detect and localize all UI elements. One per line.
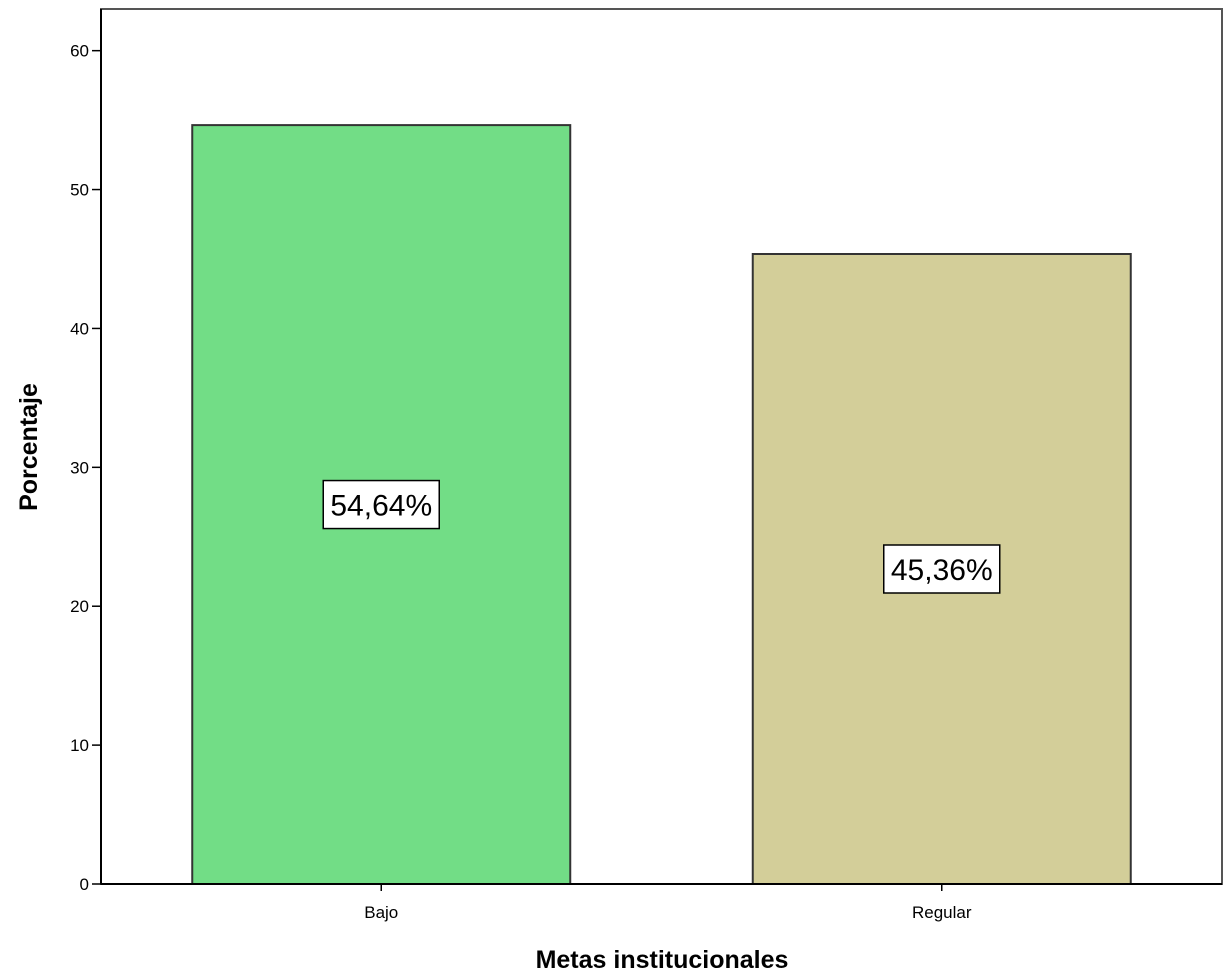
y-tick-label-0: 0 <box>80 875 89 894</box>
x-axis: Bajo Regular <box>101 883 1222 922</box>
bar-bajo <box>191 124 572 886</box>
x-tick-label-bajo: Bajo <box>364 903 398 922</box>
y-axis: 0 10 20 30 40 50 60 <box>70 9 102 894</box>
data-labels-group: 54,64% 45,36% <box>322 479 1001 594</box>
x-axis-title: Metas institucionales <box>536 946 789 974</box>
y-tick-label-60: 60 <box>70 42 89 61</box>
bars-group <box>191 124 1132 886</box>
y-tick-label-20: 20 <box>70 597 89 616</box>
data-label-regular: 45,36% <box>891 554 993 587</box>
y-tick-label-40: 40 <box>70 319 89 338</box>
data-label-bajo: 54,64% <box>330 490 432 523</box>
y-tick-label-10: 10 <box>70 736 89 755</box>
y-axis-title: Porcentaje <box>15 383 43 511</box>
y-tick-label-50: 50 <box>70 181 89 200</box>
data-label-box-regular <box>883 544 1001 594</box>
y-tick-label-30: 30 <box>70 458 89 477</box>
data-label-box-bajo <box>322 479 440 530</box>
x-tick-label-regular: Regular <box>912 903 972 922</box>
